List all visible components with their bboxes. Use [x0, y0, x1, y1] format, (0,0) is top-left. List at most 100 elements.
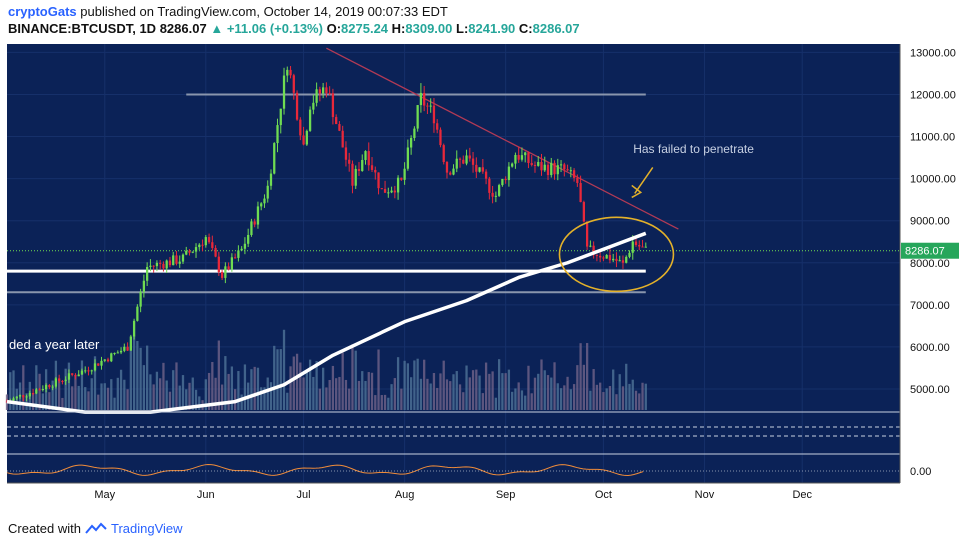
high-value: 8309.00 — [405, 21, 453, 36]
volume-bar — [455, 371, 458, 410]
candle-body — [64, 379, 67, 382]
candle-body — [599, 255, 602, 258]
candle-body — [159, 262, 162, 264]
volume-bar — [351, 344, 354, 410]
volume-bar — [481, 393, 484, 410]
volume-bar — [501, 373, 504, 410]
volume-bar — [569, 389, 572, 410]
volume-bar — [341, 352, 344, 410]
volume-bar — [318, 388, 322, 410]
volume-bar — [393, 378, 396, 410]
volume-bar — [87, 391, 90, 410]
candle-body — [608, 255, 612, 261]
candle-body — [501, 178, 504, 186]
tradingview-link[interactable]: TradingView — [110, 521, 183, 536]
candle-body — [181, 254, 185, 262]
volume-bar — [380, 395, 383, 410]
x-tick-label: Nov — [695, 489, 715, 501]
volume-bar — [524, 395, 527, 410]
volume-bar — [48, 392, 51, 410]
volume-bar — [406, 363, 410, 410]
volume-bar — [605, 388, 608, 410]
volume-bar — [520, 390, 524, 410]
volume-bar — [325, 387, 328, 410]
volume-bar — [387, 397, 390, 410]
candle-body — [631, 241, 634, 253]
candle-body — [638, 245, 641, 247]
volume-bar — [136, 341, 139, 410]
candle-body — [198, 244, 201, 248]
candle-body — [612, 258, 615, 261]
candle-body — [269, 173, 273, 186]
volume-bar — [299, 362, 302, 410]
volume-bar — [530, 393, 533, 410]
volume-bar — [191, 377, 194, 410]
candle-body — [28, 392, 31, 397]
volume-bar — [9, 372, 12, 410]
candle-body — [136, 306, 139, 321]
candle-body — [266, 185, 269, 199]
candle-body — [312, 102, 315, 110]
candle-body — [494, 195, 498, 197]
candle-body — [576, 177, 579, 183]
candle-body — [572, 170, 576, 178]
volume-bar — [35, 365, 38, 410]
candle-body — [58, 378, 61, 382]
y-tick-label: 5000.00 — [910, 384, 950, 396]
volume-bar — [638, 393, 641, 410]
volume-bar — [546, 375, 550, 410]
candle-body — [84, 370, 87, 372]
volume-bar — [315, 360, 318, 410]
close-label: C: — [518, 21, 533, 36]
candle-body — [380, 188, 383, 190]
candle-body — [514, 154, 517, 164]
candle-body — [328, 93, 331, 95]
candle-body — [553, 162, 556, 175]
candle-body — [592, 245, 595, 255]
candle-body — [97, 363, 100, 366]
footer: Created with TradingView — [8, 521, 183, 536]
candle-body — [537, 161, 540, 166]
candle-body — [331, 93, 335, 118]
candle-body — [289, 69, 292, 76]
volume-bar — [625, 363, 628, 410]
volume-bar — [12, 370, 15, 410]
candle-body — [256, 206, 260, 225]
volume-bar — [113, 397, 116, 410]
candle-body — [305, 130, 308, 145]
volume-bar — [308, 359, 312, 410]
candle-body — [299, 119, 302, 136]
volume-bar — [282, 329, 286, 410]
volume-bar — [58, 380, 61, 410]
candle-body — [527, 152, 530, 164]
candle-body — [188, 250, 191, 253]
symbol-label: BINANCE:BTCUSDT, 1D — [8, 21, 157, 36]
volume-bar — [217, 340, 220, 410]
candle-body — [168, 260, 172, 266]
volume-bar — [178, 385, 181, 410]
candle-body — [348, 159, 351, 164]
volume-bar — [644, 383, 647, 410]
candle-body — [484, 171, 488, 179]
candle-body — [250, 221, 253, 236]
candle-body — [211, 242, 214, 248]
arrow-head — [631, 184, 643, 199]
candle-body — [214, 247, 217, 257]
y-tick-label: 11000.00 — [910, 132, 955, 144]
candle-body — [628, 252, 631, 257]
candle-body — [325, 87, 328, 94]
candle-body — [491, 192, 494, 197]
volume-bar — [286, 392, 289, 410]
publisher-name[interactable]: cryptoGats — [8, 4, 77, 19]
volume-bar — [331, 365, 335, 410]
volume-bar — [370, 372, 374, 410]
candle-body — [445, 161, 449, 173]
volume-bar — [295, 353, 299, 410]
volume-bar — [211, 361, 214, 410]
candle-body — [149, 265, 152, 267]
candle-body — [559, 164, 563, 166]
candle-body — [279, 108, 282, 126]
volume-bar — [497, 359, 501, 410]
candle-body — [295, 92, 299, 120]
